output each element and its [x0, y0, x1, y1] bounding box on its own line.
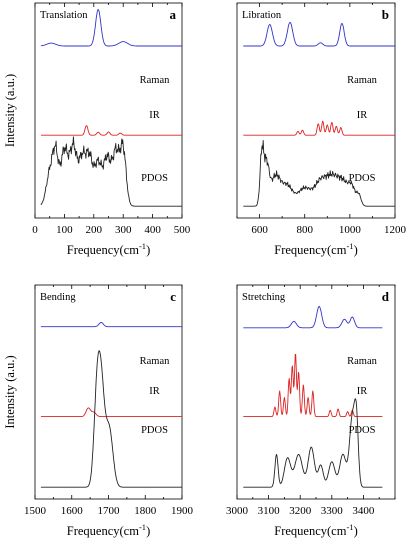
x-tick-label: 3100 [258, 505, 281, 517]
pdos-curve [40, 350, 182, 488]
pdos-label: PDOS [349, 425, 376, 436]
ir-curve [40, 407, 182, 418]
x-tick-label: 3400 [352, 505, 375, 517]
x-tick-label: 0 [32, 224, 38, 236]
x-tick-label: 3000 [226, 505, 249, 517]
ir-label: IR [357, 386, 368, 397]
pdos-curve [243, 140, 395, 207]
ir-label: IR [149, 110, 160, 121]
ir-curve [243, 353, 383, 418]
raman-label: Raman [347, 75, 377, 86]
raman-curve [40, 9, 182, 47]
plot-frame [34, 284, 183, 500]
raman-curve [243, 21, 395, 47]
x-tick-label: 400 [144, 224, 161, 236]
x-tick-label: 3300 [321, 505, 344, 517]
x-tick-label: 1200 [384, 224, 407, 236]
ir-curve [40, 125, 182, 136]
x-tick-label: 300 [115, 224, 132, 236]
x-axis-label: Frequency(cm-1) [274, 522, 357, 538]
x-tick-label: 600 [251, 224, 268, 236]
panel-d: 3000 3100 3200 3300 3400 Frequency(cm-1) Stret… [226, 284, 396, 538]
x-tick-label: 1000 [339, 224, 362, 236]
x-tick-label: 100 [56, 224, 73, 236]
x-tick-label: 3200 [289, 505, 312, 517]
raman-label: Raman [140, 75, 170, 86]
raman-label: Raman [140, 356, 170, 367]
plot-frame [34, 2, 183, 219]
x-tick-label: 1800 [134, 505, 157, 517]
panel-title: Bending [40, 292, 76, 303]
x-tick-label: 1700 [98, 505, 121, 517]
x-tick-label: 500 [174, 224, 191, 236]
panel-c: 1500 1600 1700 1800 1900 Frequency(cm-1) Inten… [3, 284, 194, 538]
pdos-curve [243, 398, 383, 488]
pdos-label: PDOS [141, 425, 168, 436]
x-tick-label: 200 [86, 224, 103, 236]
panel-letter: a [170, 7, 177, 22]
x-tick-label: 1500 [24, 505, 47, 517]
x-tick-label: 1900 [171, 505, 194, 517]
pdos-curve [40, 136, 182, 207]
pdos-label: PDOS [349, 173, 376, 184]
x-axis-label: Frequency(cm-1) [67, 522, 150, 538]
panel-a: 0 100 200 300 400 500 Frequency(cm-1) Intensity… [3, 2, 191, 257]
x-tick-label: 800 [296, 224, 313, 236]
ir-curve [243, 120, 395, 136]
x-tick-label: 1600 [61, 505, 84, 517]
pdos-label: PDOS [141, 173, 168, 184]
y-axis-label: Intensity (a.u.) [3, 355, 17, 428]
panel-title: Stretching [242, 292, 286, 303]
raman-curve [243, 305, 383, 329]
panel-letter: d [382, 289, 390, 304]
raman-label: Raman [347, 356, 377, 367]
plot-frame [236, 2, 396, 219]
ir-label: IR [357, 110, 368, 121]
panel-title: Translation [40, 10, 88, 21]
panel-letter: b [382, 7, 389, 22]
panel-letter: c [170, 289, 176, 304]
x-axis-label: Frequency(cm-1) [274, 241, 357, 257]
raman-curve [40, 322, 182, 328]
ir-label: IR [149, 386, 160, 397]
x-axis-label: Frequency(cm-1) [67, 241, 150, 257]
y-axis-label: Intensity (a.u.) [3, 74, 17, 147]
panel-b: 600 800 1000 1200 Frequency(cm-1) Libration b R… [236, 2, 407, 257]
panel-title: Libration [242, 10, 282, 21]
